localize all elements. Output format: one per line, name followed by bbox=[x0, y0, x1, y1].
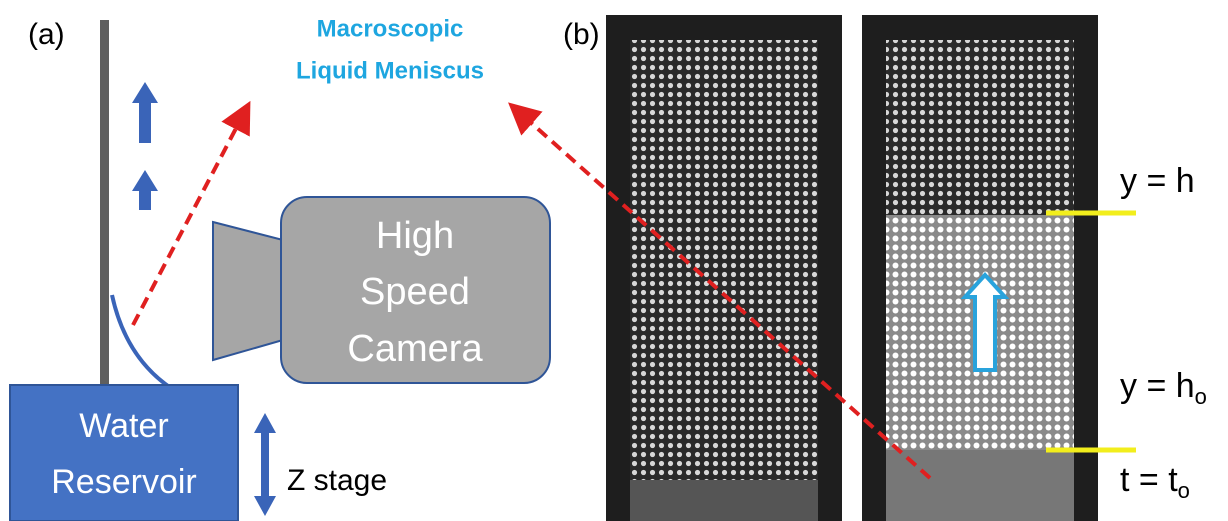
panel-label: (a) bbox=[28, 18, 65, 51]
stage-label: Z stage bbox=[287, 464, 387, 497]
up-arrow bbox=[132, 170, 158, 210]
photo-base bbox=[630, 480, 818, 521]
title: Liquid Meniscus bbox=[296, 57, 484, 84]
reservoir-label: Reservoir bbox=[51, 463, 196, 501]
label-text: t = t bbox=[1120, 461, 1178, 499]
camera-label: Speed bbox=[360, 271, 470, 313]
label-text: y = h bbox=[1120, 367, 1195, 405]
title: Macroscopic bbox=[317, 15, 464, 42]
subscript: o bbox=[1195, 384, 1207, 409]
up-arrow bbox=[132, 82, 158, 143]
figure: (a) Macroscopic Liquid Meniscus High Spe… bbox=[0, 0, 1228, 521]
photo-base bbox=[886, 450, 1074, 521]
height-label: y = ho bbox=[1120, 367, 1207, 409]
camera-label: High bbox=[376, 215, 454, 257]
panel-label: (b) bbox=[563, 18, 600, 51]
photo-grid bbox=[630, 40, 818, 480]
camera-label: Camera bbox=[347, 328, 483, 370]
height-label: y = h bbox=[1120, 162, 1195, 200]
stage-arrow bbox=[254, 413, 276, 516]
camera-lens bbox=[213, 222, 283, 360]
subscript: o bbox=[1178, 478, 1190, 503]
reservoir-label: Water bbox=[79, 407, 168, 445]
photo-grid bbox=[886, 40, 1074, 215]
time-label: t = to bbox=[1120, 461, 1190, 503]
meniscus bbox=[112, 295, 168, 386]
pole bbox=[100, 20, 109, 388]
